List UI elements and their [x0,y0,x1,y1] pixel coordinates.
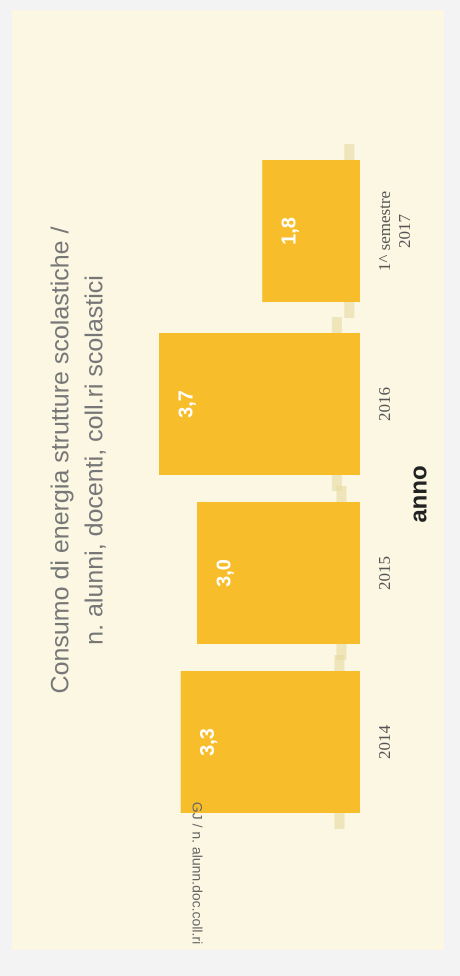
x-axis-title: anno [405,465,432,522]
chart-title-line-1: Consumo di energia strutture scolastiche… [47,227,75,694]
bar-2 [197,502,360,644]
category-label-3: 2016 [375,387,394,421]
bar-4 [262,160,360,302]
data-label-3: 3,7 [175,390,197,418]
data-label-1: 3,3 [197,728,219,756]
category-label-1: 2014 [375,725,394,760]
y-axis-label: GJ / n. alunn.doc.coll.ri [189,802,205,944]
category-label-2: 2015 [375,556,394,590]
chart-panel: 3,3 2014 3,0 2015 3,7 2016 1,8 1^ semestre 2017 a… [12,10,444,950]
category-label-4-1: 1^ semestre [375,191,394,271]
category-label-4-2: 2017 [395,214,414,249]
bar-1 [180,671,360,813]
chart-title-line-2: n. alunni, docenti, coll.ri scolastici [81,275,109,645]
bar-chart: 3,3 2014 3,0 2015 3,7 2016 1,8 1^ semestre 2017 a… [47,144,432,944]
bar-3 [159,333,360,475]
data-label-2: 3,0 [213,559,235,587]
data-label-4: 1,8 [278,217,300,245]
